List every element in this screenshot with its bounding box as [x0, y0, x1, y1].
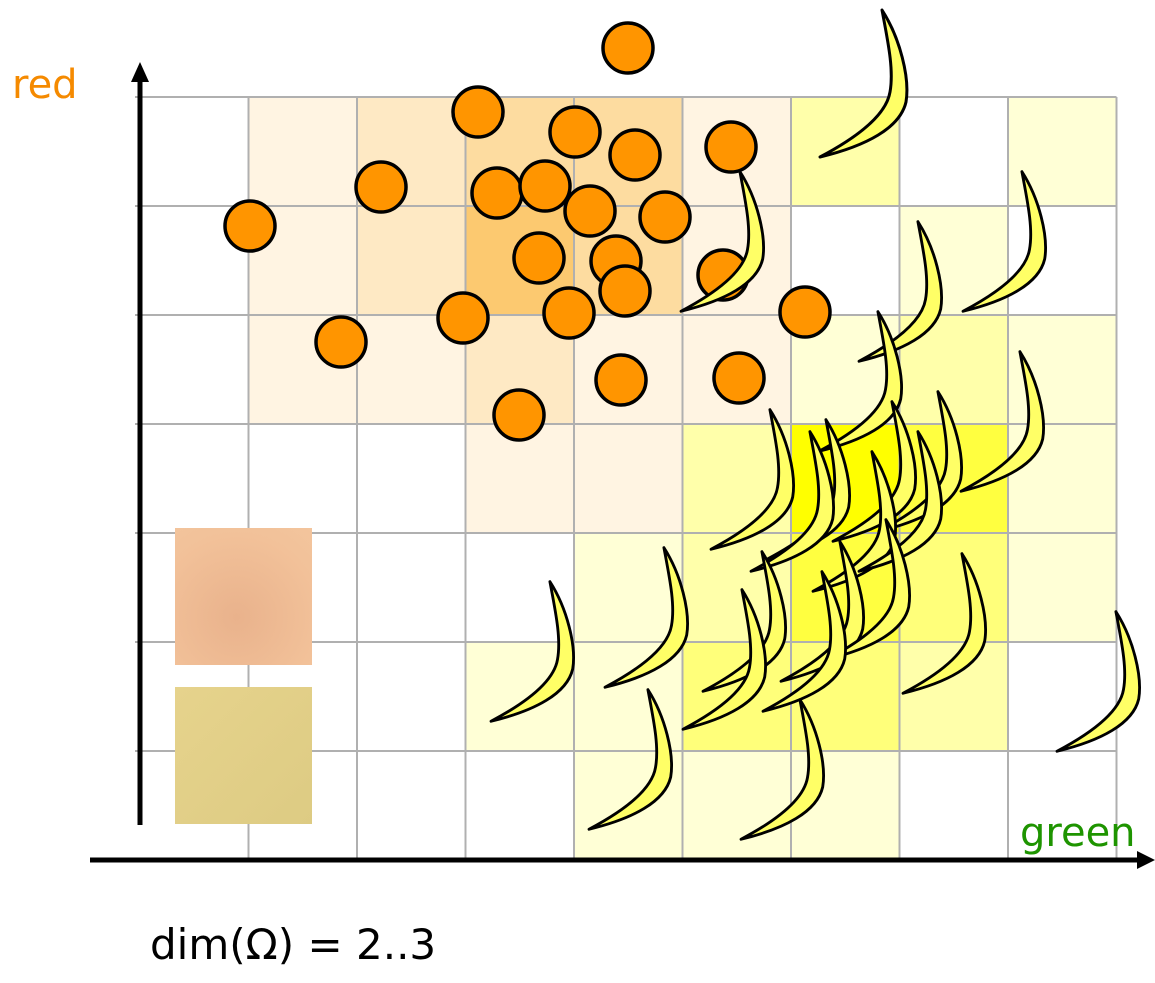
orange-sample [712, 351, 766, 405]
banana-sample [603, 546, 689, 689]
orange-sample [601, 21, 655, 75]
banana-sample [901, 552, 987, 695]
banana-sample [739, 698, 825, 841]
banana-sample [679, 170, 765, 313]
banana-sample [681, 588, 767, 731]
density-cell [899, 533, 1008, 642]
banana-sample [857, 220, 943, 363]
orange-sample [314, 315, 368, 369]
x-axis-label: green [1020, 810, 1136, 856]
orange-sample [436, 291, 490, 345]
orange-sample [778, 285, 832, 339]
yellow-color-swatch [175, 687, 312, 824]
banana-sample [959, 350, 1045, 493]
banana-sample [761, 570, 847, 713]
orange-sample [638, 190, 692, 244]
orange-sample [451, 85, 505, 139]
density-cell [248, 97, 357, 206]
orange-sample [354, 160, 408, 214]
banana-sample [831, 400, 917, 543]
density-cell [682, 751, 791, 860]
banana-sample [818, 8, 909, 159]
y-axis-arrowhead [131, 62, 149, 82]
x-axis-arrowhead [1137, 851, 1155, 869]
samples [223, 8, 1141, 841]
orange-sample [598, 264, 652, 318]
orange-sample [594, 353, 648, 407]
banana-sample [857, 430, 943, 573]
orange-sample [223, 199, 277, 253]
density-cell [465, 424, 574, 533]
y-axis-label: red [12, 62, 78, 108]
orange-sample [512, 231, 566, 285]
density-cell [574, 424, 683, 533]
banana-sample [749, 430, 835, 573]
density-cell [465, 642, 574, 751]
orange-sample [548, 105, 602, 159]
banana-sample [489, 580, 575, 723]
banana-sample [1055, 610, 1141, 753]
banana-sample [961, 170, 1047, 313]
orange-color-swatch [175, 528, 312, 665]
orange-sample [542, 286, 596, 340]
banana-sample [587, 688, 673, 831]
banana-sample [709, 408, 795, 551]
orange-sample [470, 166, 524, 220]
orange-sample [704, 120, 758, 174]
orange-sample [563, 184, 617, 238]
orange-sample [518, 159, 572, 213]
dimension-formula: dim(Ω) = 2..3 [150, 920, 437, 969]
axes [90, 62, 1155, 869]
banana-sample [811, 450, 897, 593]
orange-sample [492, 388, 546, 442]
density-cell [1008, 533, 1117, 642]
orange-sample [608, 128, 662, 182]
